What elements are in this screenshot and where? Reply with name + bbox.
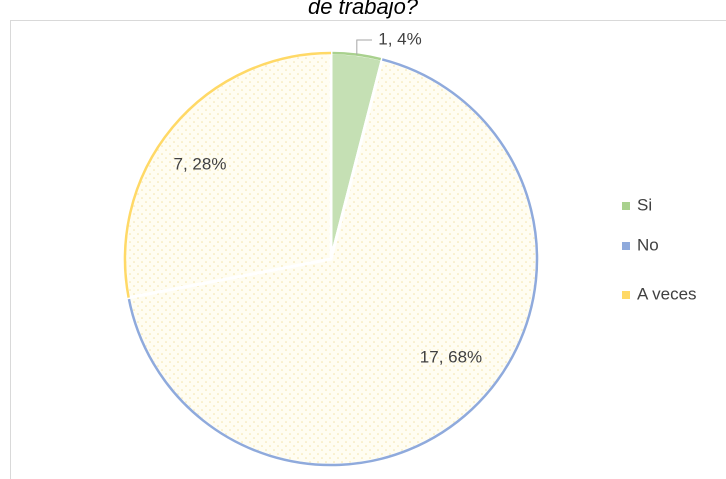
chart-title: de trabajo?: [308, 0, 419, 19]
legend-marker: [622, 242, 630, 250]
slice-edge: [123, 51, 332, 298]
legend-marker: [622, 202, 630, 210]
slice-edge: [330, 51, 383, 61]
legend-label: No: [637, 235, 659, 254]
slice-edge: [127, 58, 539, 467]
chart-frame: [10, 20, 726, 479]
data-label: 7, 28%: [174, 154, 227, 173]
pie-slice: [123, 51, 333, 300]
legend-marker: [622, 291, 630, 299]
leader-line: [356, 39, 372, 55]
data-label: 1, 4%: [378, 29, 421, 48]
legend-label: A veces: [637, 284, 697, 303]
legend-label: Si: [637, 195, 652, 214]
data-label: 17, 68%: [420, 347, 482, 366]
